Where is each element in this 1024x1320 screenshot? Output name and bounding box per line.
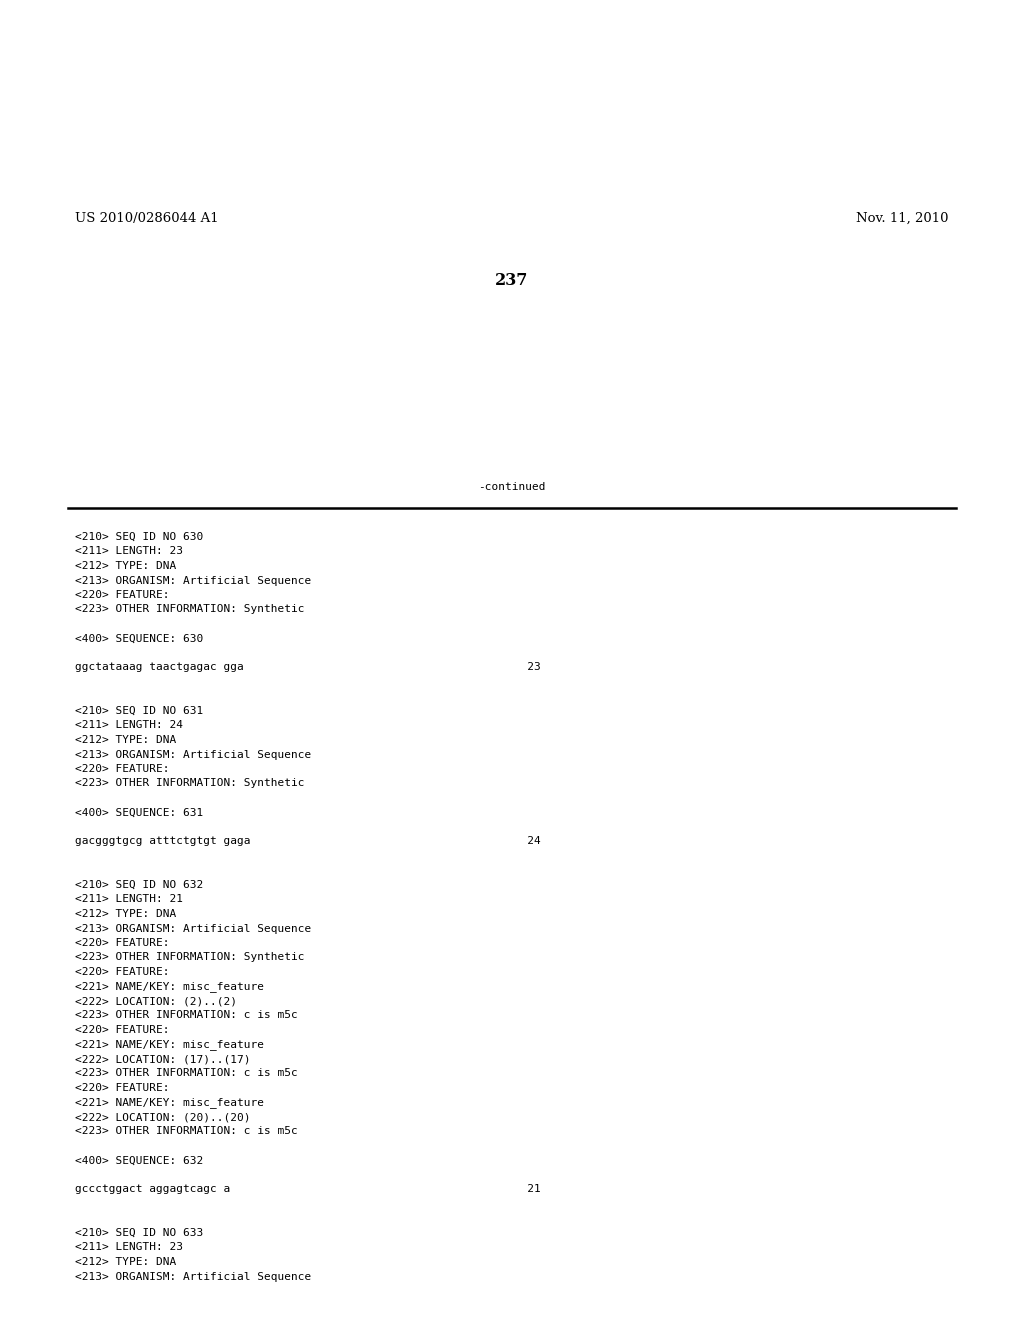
Text: <221> NAME/KEY: misc_feature: <221> NAME/KEY: misc_feature	[75, 1097, 264, 1109]
Text: <220> FEATURE:: <220> FEATURE:	[75, 1082, 170, 1093]
Text: <220> FEATURE:: <220> FEATURE:	[75, 590, 170, 601]
Text: <211> LENGTH: 24: <211> LENGTH: 24	[75, 721, 183, 730]
Text: <223> OTHER INFORMATION: Synthetic: <223> OTHER INFORMATION: Synthetic	[75, 779, 304, 788]
Text: <220> FEATURE:: <220> FEATURE:	[75, 968, 170, 977]
Text: <211> LENGTH: 23: <211> LENGTH: 23	[75, 1242, 183, 1253]
Text: <213> ORGANISM: Artificial Sequence: <213> ORGANISM: Artificial Sequence	[75, 924, 311, 933]
Text: <223> OTHER INFORMATION: Synthetic: <223> OTHER INFORMATION: Synthetic	[75, 605, 304, 615]
Text: <400> SEQUENCE: 631: <400> SEQUENCE: 631	[75, 808, 203, 817]
Text: -continued: -continued	[478, 482, 546, 492]
Text: <223> OTHER INFORMATION: c is m5c: <223> OTHER INFORMATION: c is m5c	[75, 1068, 298, 1078]
Text: <210> SEQ ID NO 633: <210> SEQ ID NO 633	[75, 1228, 203, 1238]
Text: <223> OTHER INFORMATION: c is m5c: <223> OTHER INFORMATION: c is m5c	[75, 1126, 298, 1137]
Text: <400> SEQUENCE: 632: <400> SEQUENCE: 632	[75, 1155, 203, 1166]
Text: <223> OTHER INFORMATION: Synthetic: <223> OTHER INFORMATION: Synthetic	[75, 953, 304, 962]
Text: <220> FEATURE:: <220> FEATURE:	[75, 764, 170, 774]
Text: <221> NAME/KEY: misc_feature: <221> NAME/KEY: misc_feature	[75, 982, 264, 993]
Text: ggctataaag taactgagac gga                                          23: ggctataaag taactgagac gga 23	[75, 663, 541, 672]
Text: <400> SEQUENCE: 630: <400> SEQUENCE: 630	[75, 634, 203, 644]
Text: <210> SEQ ID NO 632: <210> SEQ ID NO 632	[75, 880, 203, 890]
Text: <222> LOCATION: (17)..(17): <222> LOCATION: (17)..(17)	[75, 1053, 251, 1064]
Text: <213> ORGANISM: Artificial Sequence: <213> ORGANISM: Artificial Sequence	[75, 1271, 311, 1282]
Text: <221> NAME/KEY: misc_feature: <221> NAME/KEY: misc_feature	[75, 1040, 264, 1051]
Text: <223> OTHER INFORMATION: c is m5c: <223> OTHER INFORMATION: c is m5c	[75, 1011, 298, 1020]
Text: <213> ORGANISM: Artificial Sequence: <213> ORGANISM: Artificial Sequence	[75, 576, 311, 586]
Text: <212> TYPE: DNA: <212> TYPE: DNA	[75, 1257, 176, 1267]
Text: <212> TYPE: DNA: <212> TYPE: DNA	[75, 735, 176, 744]
Text: Nov. 11, 2010: Nov. 11, 2010	[856, 213, 949, 224]
Text: US 2010/0286044 A1: US 2010/0286044 A1	[75, 213, 219, 224]
Text: <210> SEQ ID NO 630: <210> SEQ ID NO 630	[75, 532, 203, 543]
Text: <212> TYPE: DNA: <212> TYPE: DNA	[75, 909, 176, 919]
Text: <222> LOCATION: (20)..(20): <222> LOCATION: (20)..(20)	[75, 1111, 251, 1122]
Text: <211> LENGTH: 23: <211> LENGTH: 23	[75, 546, 183, 557]
Text: gacgggtgcg atttctgtgt gaga                                         24: gacgggtgcg atttctgtgt gaga 24	[75, 837, 541, 846]
Text: 237: 237	[496, 272, 528, 289]
Text: <212> TYPE: DNA: <212> TYPE: DNA	[75, 561, 176, 572]
Text: gccctggact aggagtcagc a                                            21: gccctggact aggagtcagc a 21	[75, 1184, 541, 1195]
Text: <220> FEATURE:: <220> FEATURE:	[75, 1026, 170, 1035]
Text: <213> ORGANISM: Artificial Sequence: <213> ORGANISM: Artificial Sequence	[75, 750, 311, 759]
Text: <211> LENGTH: 21: <211> LENGTH: 21	[75, 895, 183, 904]
Text: <220> FEATURE:: <220> FEATURE:	[75, 939, 170, 948]
Text: <210> SEQ ID NO 631: <210> SEQ ID NO 631	[75, 706, 203, 715]
Text: <222> LOCATION: (2)..(2): <222> LOCATION: (2)..(2)	[75, 997, 237, 1006]
